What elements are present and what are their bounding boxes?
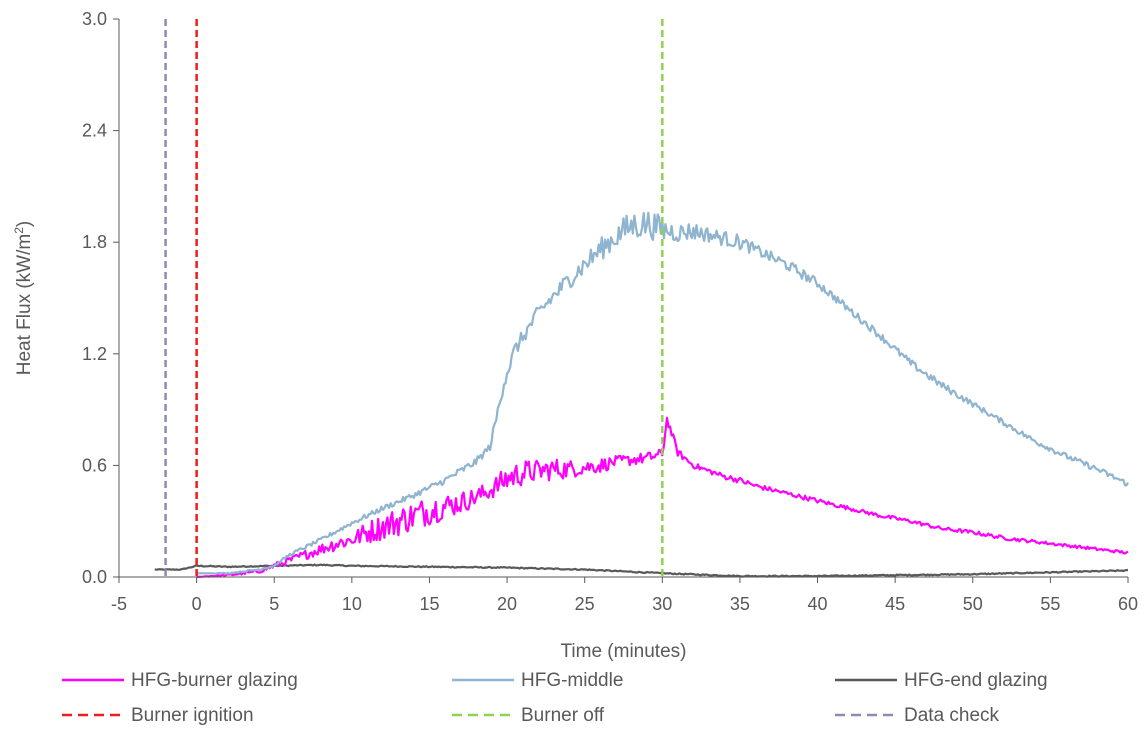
x-tick-label: 5 [269, 594, 279, 614]
y-tick-label: 1.8 [82, 232, 107, 252]
x-tick-label: 50 [963, 594, 983, 614]
legend-label-hfg-burner-glazing: HFG-burner glazing [131, 670, 298, 691]
y-axis-title: Heat Flux (kW/m2) [12, 221, 35, 375]
reference-lines [164, 19, 664, 577]
x-tick-label: -5 [111, 594, 127, 614]
legend-label-hfg-middle: HFG-middle [521, 670, 623, 691]
legend-label-hfg-end-glazing: HFG-end glazing [904, 670, 1048, 691]
y-axis-title-superscript: 2 [12, 227, 26, 234]
legend: HFG-burner glazing HFG-middle HFG-end glaz… [62, 670, 1048, 726]
x-tick-label: 20 [497, 594, 517, 614]
y-axis-ticks: 0.0 0.6 1.2 1.8 2.4 3.0 [82, 9, 119, 587]
legend-label-burner-ignition: Burner ignition [131, 705, 254, 726]
x-tick-label: 35 [730, 594, 750, 614]
x-tick-label: 30 [652, 594, 672, 614]
x-tick-label: 60 [1118, 594, 1138, 614]
axes [118, 19, 1128, 578]
y-tick-label: 1.2 [82, 344, 107, 364]
x-tick-label: 15 [419, 594, 439, 614]
y-axis-title-tail: ) [14, 221, 35, 227]
x-axis-title: Time (minutes) [561, 641, 687, 662]
x-tick-label: 0 [192, 594, 202, 614]
plot-lines [154, 211, 1129, 579]
legend-label-burner-off: Burner off [521, 705, 605, 726]
x-tick-label: 45 [885, 594, 905, 614]
x-tick-label: 25 [575, 594, 595, 614]
y-tick-label: 0.0 [82, 567, 107, 587]
y-tick-label: 3.0 [82, 9, 107, 29]
y-axis-title-main: Heat Flux (kW/m [14, 234, 35, 375]
x-tick-label: 40 [808, 594, 828, 614]
x-axis-ticks: -5 0 5 10 15 20 25 30 35 40 45 50 55 60 [111, 577, 1138, 614]
series-line-hfg-burner-glazing [196, 416, 1129, 579]
legend-label-data-check: Data check [904, 705, 1000, 726]
x-tick-label: 10 [342, 594, 362, 614]
y-tick-label: 0.6 [82, 455, 107, 475]
series-line-hfg-end-glazing [154, 563, 1129, 578]
x-tick-label: 55 [1040, 594, 1060, 614]
y-tick-label: 2.4 [82, 121, 107, 141]
